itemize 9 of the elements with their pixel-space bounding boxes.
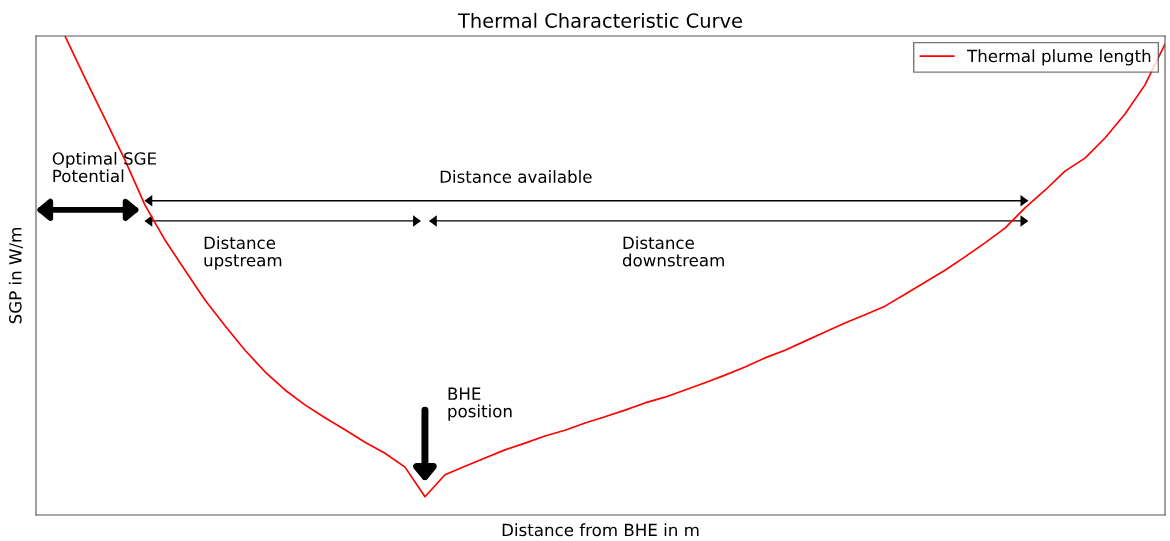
annotation: Distance downstream [622,236,724,267]
annotation: Optimal SGE Potential [52,151,156,183]
x-axis-title: Distance from BHE in m [502,523,699,537]
legend-label: Thermal plume length [967,49,1151,66]
annotation: Distance upstream [204,236,282,270]
chart-title: Thermal Characteristic Curve [457,12,742,28]
annotation: BHE position [448,387,512,421]
y-axis-title: SGP in W/m [8,228,23,324]
annotation: Distance available [440,170,592,184]
